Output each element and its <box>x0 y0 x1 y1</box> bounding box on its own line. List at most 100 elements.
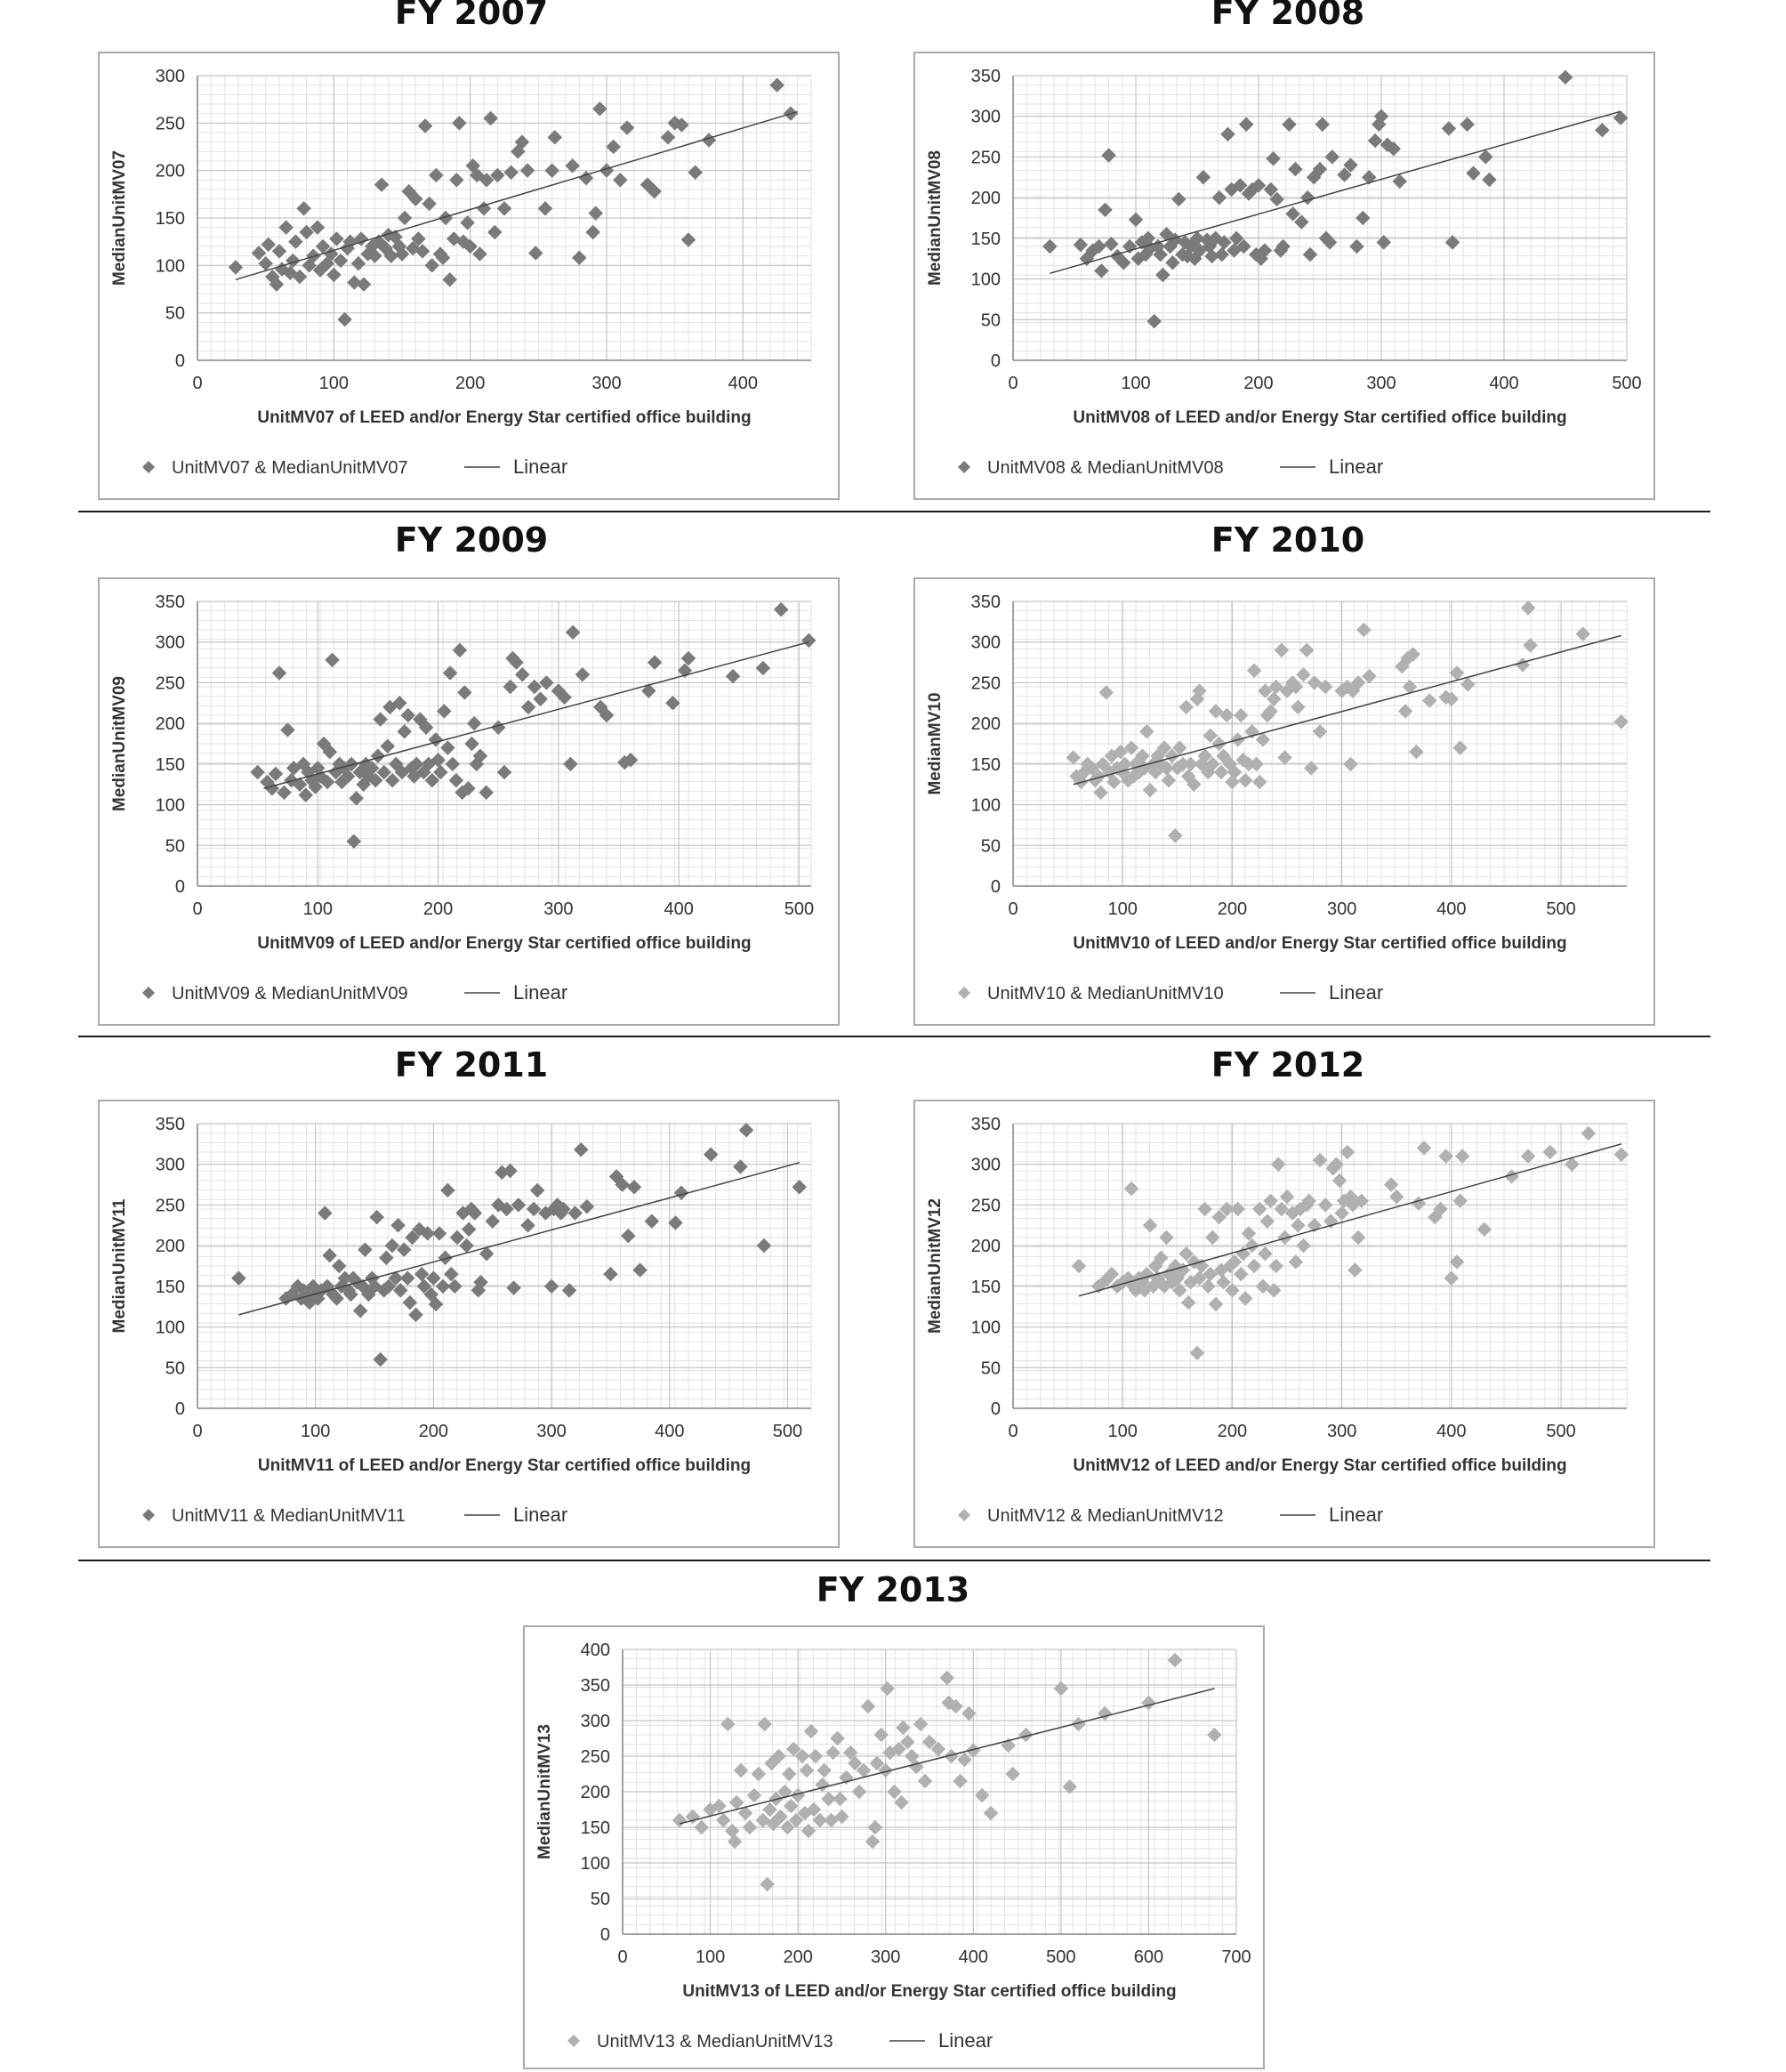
data-point <box>1263 1193 1278 1209</box>
data-point <box>673 117 689 133</box>
data-point <box>803 1723 819 1739</box>
data-point <box>374 177 390 193</box>
data-point <box>1228 230 1244 246</box>
data-point <box>1296 1238 1311 1254</box>
y-tick-label: 300 <box>971 1156 1001 1175</box>
scatter-chart-2010: 0 100 200 300 400 500 0 50 100 150 200 250 300 350 Uni… <box>926 593 1629 1004</box>
data-point <box>760 1876 775 1892</box>
row-separator <box>78 511 1710 512</box>
data-point <box>724 1823 740 1839</box>
data-point <box>479 785 495 801</box>
data-point <box>544 163 560 179</box>
data-point <box>1251 1201 1267 1217</box>
data-point <box>1354 1193 1370 1209</box>
data-point <box>503 1163 518 1179</box>
data-point <box>1477 149 1493 165</box>
chart-title-2013: FY 2013 <box>816 1570 970 1609</box>
data-point <box>1259 1213 1275 1229</box>
data-point <box>1383 1177 1399 1192</box>
data-point <box>499 1201 515 1217</box>
data-point <box>1302 246 1318 262</box>
data-point <box>367 772 383 788</box>
data-point <box>459 1238 474 1254</box>
chart-title-2010: FY 2010 <box>1211 520 1365 560</box>
scatter-panel-2011: 0 100 200 300 400 500 0 50 100 150 200 250 300 350 Uni… <box>98 1100 840 1548</box>
data-point <box>1277 1229 1292 1246</box>
data-point <box>331 1258 347 1274</box>
data-point <box>1421 693 1437 708</box>
x-tick-label: 200 <box>1218 1422 1247 1441</box>
data-point <box>373 1351 389 1367</box>
data-point <box>720 1716 736 1732</box>
data-point <box>278 220 294 236</box>
row-separator <box>78 1036 1710 1037</box>
data-point <box>606 139 622 155</box>
scatter-panel-2007: 0 100 200 300 400 0 50 100 150 200 250 300 UnitMV07 … <box>98 52 840 500</box>
data-point <box>431 1226 447 1241</box>
y-tick-label: 300 <box>971 633 1001 653</box>
data-point <box>1197 1201 1212 1217</box>
data-point <box>1444 1270 1460 1286</box>
y-tick-label: 300 <box>581 1712 610 1731</box>
x-tick-label: 100 <box>303 899 333 919</box>
data-point <box>983 1805 999 1821</box>
data-point <box>1557 69 1573 85</box>
data-point <box>1216 1274 1231 1290</box>
data-point <box>632 1262 648 1278</box>
data-point <box>384 1238 400 1254</box>
data-point <box>1337 167 1352 182</box>
data-point <box>378 1250 394 1266</box>
x-tick-label: 0 <box>192 374 202 393</box>
data-point <box>1211 189 1227 206</box>
x-tick-label: 400 <box>1436 899 1466 919</box>
data-point <box>1098 202 1113 218</box>
data-point <box>1523 638 1538 653</box>
data-point <box>340 769 356 784</box>
data-point <box>1312 161 1328 177</box>
data-point <box>1246 663 1262 679</box>
data-point <box>1146 313 1163 329</box>
data-point <box>1192 683 1207 698</box>
data-point <box>688 165 704 181</box>
data-point <box>680 232 696 247</box>
y-tick-label: 150 <box>971 230 1001 249</box>
data-point <box>961 1705 977 1721</box>
x-tick-label: 400 <box>728 374 758 393</box>
y-tick-label: 100 <box>156 796 185 816</box>
x-tick-label: 400 <box>664 899 693 919</box>
legend-series-label: UnitMV12 & MedianUnitMV12 <box>987 1506 1224 1526</box>
data-point <box>880 1681 896 1697</box>
data-point <box>619 120 635 136</box>
x-tick-label: 200 <box>423 899 453 919</box>
data-point <box>1293 214 1309 230</box>
data-point <box>1053 1681 1069 1697</box>
data-point <box>1155 267 1171 283</box>
linear-trendline <box>1050 110 1621 274</box>
scatter-panel-2009: 0 100 200 300 400 500 0 50 100 150 200 250 300 350 Uni… <box>98 577 840 1026</box>
y-tick-label: 100 <box>156 1318 185 1338</box>
data-point <box>591 101 607 117</box>
data-point <box>957 1752 972 1768</box>
y-tick-label: 100 <box>971 796 1001 816</box>
x-tick-label: 500 <box>1046 1947 1075 1967</box>
data-point <box>439 1182 455 1198</box>
y-tick-label: 50 <box>591 1890 610 1909</box>
data-point <box>1279 1189 1295 1205</box>
data-point <box>1153 246 1168 262</box>
legend-marker <box>567 2035 580 2047</box>
row-separator <box>78 1560 1710 1561</box>
data-point <box>1315 117 1331 133</box>
data-point <box>1138 723 1154 739</box>
x-tick-label: 0 <box>192 899 202 919</box>
data-point <box>1090 769 1106 784</box>
data-point <box>1504 1169 1519 1184</box>
y-tick-label: 150 <box>156 755 185 775</box>
y-tick-label: 50 <box>165 304 185 324</box>
data-point <box>1285 206 1300 222</box>
data-point <box>603 1266 618 1282</box>
data-point <box>1241 1226 1257 1241</box>
data-point <box>737 1805 753 1821</box>
legend-series-label: UnitMV09 & MedianUnitMV09 <box>172 984 408 1004</box>
legend-series-label: UnitMV13 & MedianUnitMV13 <box>597 2032 833 2052</box>
data-point <box>1334 1205 1349 1221</box>
